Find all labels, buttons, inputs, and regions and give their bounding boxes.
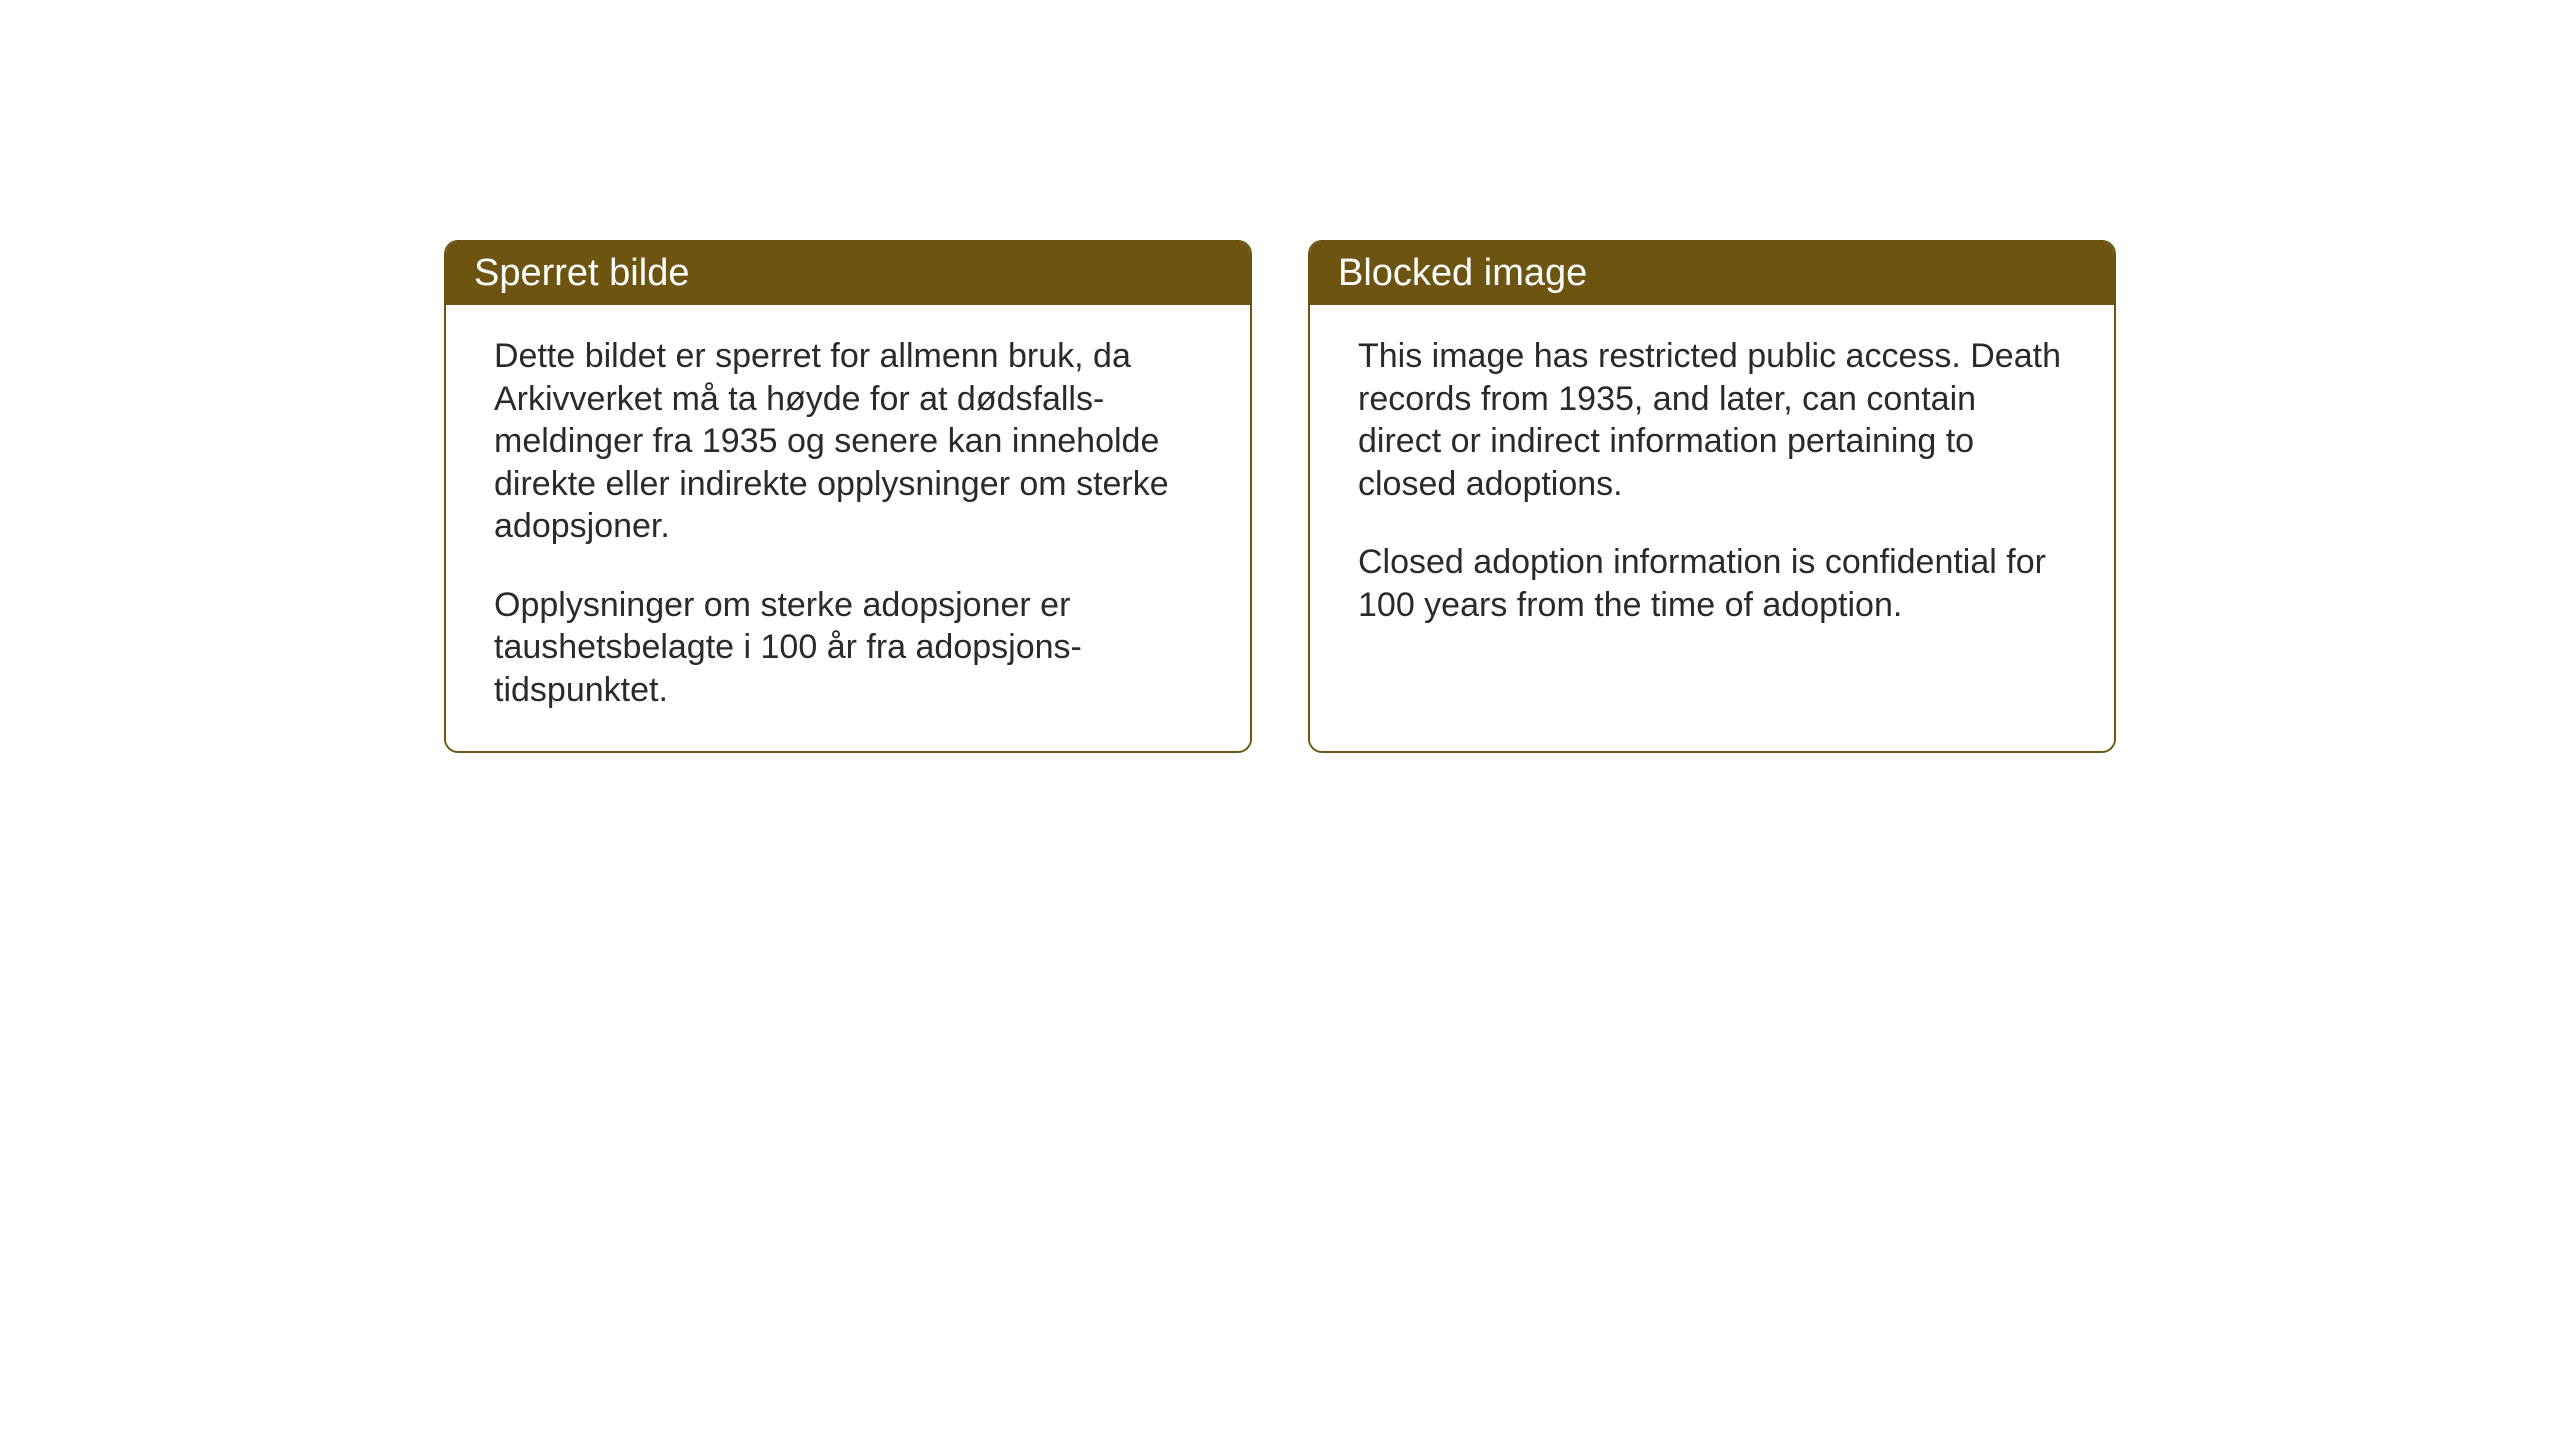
notice-paragraph: Opplysninger om sterke adopsjoner er tau… xyxy=(494,584,1202,712)
notice-container: Sperret bilde Dette bildet er sperret fo… xyxy=(0,0,2560,753)
notice-header-norwegian: Sperret bilde xyxy=(446,242,1250,305)
notice-header-english: Blocked image xyxy=(1310,242,2114,305)
notice-body-english: This image has restricted public access.… xyxy=(1310,305,2114,751)
notice-card-english: Blocked image This image has restricted … xyxy=(1308,240,2116,753)
notice-card-norwegian: Sperret bilde Dette bildet er sperret fo… xyxy=(444,240,1252,753)
notice-paragraph: This image has restricted public access.… xyxy=(1358,335,2066,505)
notice-body-norwegian: Dette bildet er sperret for allmenn bruk… xyxy=(446,305,1250,751)
notice-paragraph: Closed adoption information is confident… xyxy=(1358,541,2066,626)
notice-paragraph: Dette bildet er sperret for allmenn bruk… xyxy=(494,335,1202,548)
